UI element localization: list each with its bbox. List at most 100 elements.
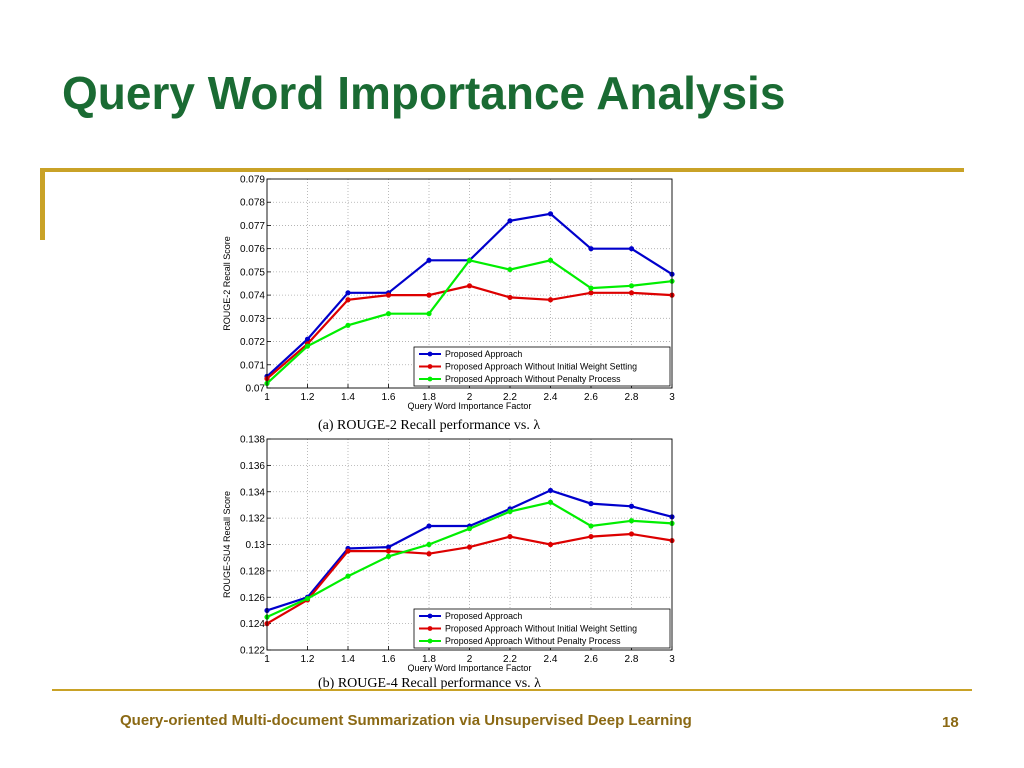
chart-b-series-2-point <box>588 533 594 540</box>
chart-a-y-tick-label: 0.079 <box>240 175 265 186</box>
chart-b-legend <box>413 608 671 649</box>
chart-a-series-1-point <box>628 246 635 252</box>
chart-b-legend-label-3: Proposed Approach Without Penalty Proces… <box>445 636 621 646</box>
charts-figure: 1 1.2 1.4 1.6 1.8 2 2.2 2.4 2.6 2.8 3 0.07 0.071 0.07… <box>222 175 675 673</box>
chart-b-y-tick-label: 0.122 <box>240 646 265 657</box>
chart-b-x-tick-label: 2.6 <box>584 654 598 665</box>
chart-b-y-tick-label: 0.136 <box>240 461 265 472</box>
chart-b-y-axis-label: ROUGE-SU4 Recall Score <box>222 491 232 598</box>
chart-b: 1 1.2 1.4 1.6 1.8 2 2.2 2.4 2.6 2.8 3 0.122 0.124 0.1… <box>222 435 675 673</box>
chart-a-series-2-point <box>628 290 635 296</box>
chart-a-series-3-point <box>426 311 432 317</box>
chart-a-series-1-point <box>588 246 594 252</box>
chart-a-series-2-point <box>547 297 554 303</box>
chart-b-x-tick-label: 2.2 <box>503 654 517 665</box>
chart-b-y-tick-label: 0.128 <box>240 566 265 577</box>
chart-a-legend-marker <box>427 376 433 382</box>
chart-b-series-3-point <box>304 595 311 602</box>
chart-a-y-tick-label: 0.073 <box>240 314 265 325</box>
chart-b-series-2-point <box>345 548 351 554</box>
chart-a-series-3-point <box>345 322 351 328</box>
chart-a-series-3-point <box>304 343 311 349</box>
chart-a-series-3-point <box>588 285 594 291</box>
chart-b-y-tick-label: 0.13 <box>246 540 266 551</box>
chart-a-y-tick-label: 0.074 <box>240 291 265 302</box>
chart-a-series-1-point <box>507 218 513 224</box>
chart-b-x-tick-label: 1.2 <box>301 654 315 665</box>
chart-b-y-tick-label: 0.134 <box>240 487 265 498</box>
chart-a-x-tick-label: 1 <box>264 392 270 403</box>
chart-b-y-tick-label: 0.132 <box>240 514 265 525</box>
chart-b-series-3-point <box>345 573 351 579</box>
chart-a-series-2-point <box>385 292 392 298</box>
chart-b-legend-marker <box>427 638 433 644</box>
chart-a-x-tick-label: 2.8 <box>625 392 639 403</box>
chart-a-series-3-point <box>466 257 473 263</box>
accent-line-left <box>40 168 45 240</box>
chart-b-series-1-point <box>426 523 432 529</box>
chart-b-legend-label-1: Proposed Approach <box>445 611 522 621</box>
chart-a-series-3-point <box>547 257 554 263</box>
chart-a-x-tick-label: 1.6 <box>382 392 396 403</box>
chart-a-x-tick-label: 1.8 <box>422 392 436 403</box>
chart-a-x-tick-label: 2.4 <box>544 392 558 403</box>
chart-b-x-tick-label: 1.8 <box>422 654 436 665</box>
chart-b-series-2-point <box>426 551 432 557</box>
chart-b-series-3-point <box>628 518 635 524</box>
chart-a-series-2-point <box>588 290 594 296</box>
chart-b-x-axis-label: Query Word Importance Factor <box>408 663 532 672</box>
chart-b-series-1-point <box>547 487 554 494</box>
chart-a-series-3-point <box>628 283 635 289</box>
chart-a-x-tick-label: 2.6 <box>584 392 598 403</box>
chart-b-series-1-point <box>385 544 392 550</box>
chart-b-series-2-point <box>547 541 554 548</box>
chart-b-legend-label-2: Proposed Approach Without Initial Weight… <box>445 624 637 634</box>
chart-b-series-3-point <box>466 526 473 532</box>
chart-a-x-axis-label: Query Word Importance Factor <box>408 401 532 411</box>
chart-a-y-tick-label: 0.072 <box>240 337 265 348</box>
chart-b-legend-marker <box>427 626 433 631</box>
chart-a-legend <box>413 346 671 387</box>
chart-b-y-tick-label: 0.124 <box>240 619 265 630</box>
footer-divider <box>52 689 972 691</box>
chart-b-series-2-point <box>628 531 635 537</box>
chart-a-plot-border <box>266 178 673 389</box>
chart-a-series-1-point <box>304 336 311 342</box>
chart-a-series-2-point <box>507 294 513 301</box>
chart-a-caption: (a) ROUGE-2 Recall performance vs. λ <box>318 418 541 433</box>
chart-b-series-1-point <box>628 503 635 509</box>
chart-b-plot-border <box>266 438 673 651</box>
chart-a-series-1-point <box>345 290 351 296</box>
chart-b-x-tick-label: 2.4 <box>544 654 558 665</box>
accent-line-top <box>40 168 964 172</box>
footer-text: Query-oriented Multi-document Summarizat… <box>120 712 692 729</box>
chart-a-y-axis-label: ROUGE-2 Recall Score <box>222 236 232 331</box>
chart-a-series-2-point <box>345 297 351 303</box>
chart-a-y-tick-label: 0.077 <box>240 221 265 232</box>
chart-a-legend-marker <box>427 351 433 357</box>
chart-b-x-tick-label: 3 <box>669 654 675 665</box>
chart-a-x-tick-label: 1.4 <box>341 392 355 403</box>
chart-a-legend-label-3: Proposed Approach Without Penalty Proces… <box>445 374 621 384</box>
chart-a-series-3-point <box>385 311 392 317</box>
chart-a-series-1-point <box>547 211 554 217</box>
chart-b-x-tick-label: 1 <box>264 654 270 665</box>
chart-b-series-2-point <box>385 548 392 554</box>
chart-b-y-tick-label: 0.126 <box>240 593 265 604</box>
chart-a-x-tick-label: 3 <box>669 392 675 403</box>
chart-b-y-tick-label: 0.138 <box>240 435 265 446</box>
chart-a-series-3-point <box>507 266 513 273</box>
chart-a-x-tick-label: 2.2 <box>503 392 517 403</box>
chart-a-series-2-point <box>466 283 473 289</box>
chart-b-x-tick-label: 1.6 <box>382 654 396 665</box>
chart-a-x-tick-label: 2 <box>467 392 473 403</box>
chart-b-series-3-point <box>547 499 554 505</box>
chart-a-legend-label-1: Proposed Approach <box>445 349 522 359</box>
chart-a-series-1-point <box>426 257 432 263</box>
chart-b-series-1-point <box>588 501 594 507</box>
chart-a-y-tick-label: 0.076 <box>240 244 265 255</box>
chart-b-x-tick-label: 2.8 <box>625 654 639 665</box>
chart-a-y-tick-label: 0.07 <box>246 384 266 395</box>
chart-a-legend-marker <box>427 364 433 369</box>
chart-a-y-tick-label: 0.075 <box>240 267 265 278</box>
